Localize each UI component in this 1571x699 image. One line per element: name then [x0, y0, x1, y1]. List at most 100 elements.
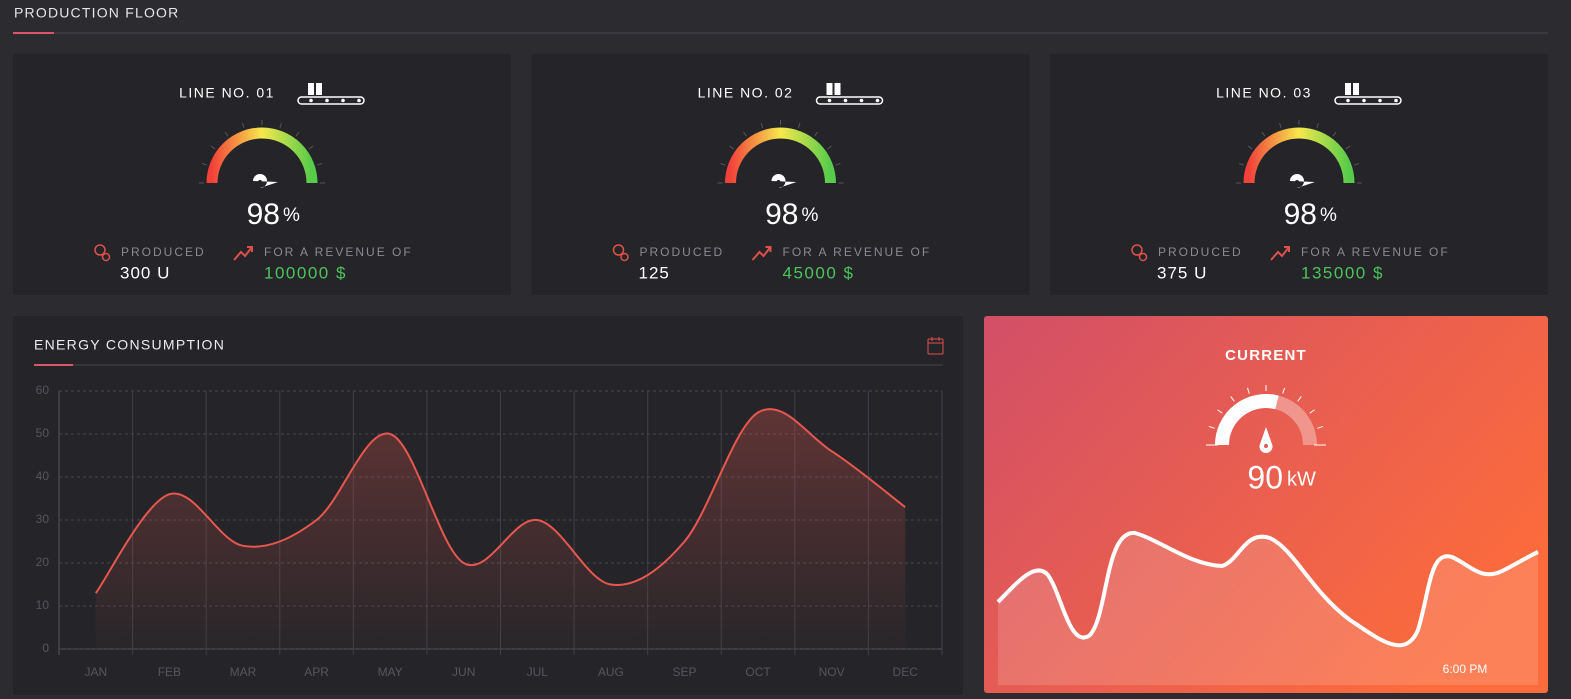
current-gauge-tick [1230, 396, 1235, 402]
gauge-tick [835, 163, 841, 166]
gauge-tick [1316, 122, 1319, 128]
conveyor-roller [1362, 98, 1366, 103]
energy-title: ENERGY CONSUMPTION [34, 337, 225, 353]
gauge-tick [1332, 131, 1337, 137]
gauge-tick [1279, 122, 1282, 128]
y-tick-label: 40 [36, 469, 50, 483]
percent-unit: % [283, 205, 300, 226]
conveyor-roller [357, 98, 361, 103]
page-title: PRODUCTION FLOOR [14, 5, 179, 21]
gauge-needle [771, 174, 797, 188]
produced-value: 300 U [120, 263, 170, 282]
conveyor-box [1345, 83, 1351, 95]
conveyor-roller [341, 98, 345, 103]
gauge-tick [729, 145, 734, 150]
current-gauge-tick [1309, 409, 1315, 414]
conveyor-icon [1334, 96, 1402, 105]
current-value: 90 [1247, 459, 1283, 495]
line-area [95, 409, 906, 649]
current-unit: kW [1287, 468, 1316, 490]
x-tick-label: DEC [893, 665, 919, 679]
gauge-tick [308, 145, 314, 150]
gear-icon [1138, 252, 1148, 262]
current-wave-area [998, 532, 1538, 685]
revenue-value: 135000 $ [1301, 263, 1384, 282]
x-tick-label: MAY [378, 665, 403, 679]
conveyor-box [316, 83, 322, 95]
conveyor-roller [827, 98, 832, 103]
current-needle-hub [1264, 444, 1268, 448]
current-gauge-tick [1217, 409, 1223, 414]
conveyor-box [1353, 83, 1359, 95]
percent-unit: % [802, 205, 819, 226]
produced-value: 375 U [1157, 263, 1207, 282]
revenue-value: 45000 $ [783, 263, 855, 282]
x-tick-label: JAN [84, 665, 107, 679]
gauge-tick [1345, 145, 1351, 150]
calendar-icon[interactable] [927, 337, 944, 355]
percent-value: 98 [1284, 198, 1317, 231]
gauge-tick [743, 131, 747, 137]
percent-value: 98 [247, 198, 280, 231]
conveyor-roller [859, 98, 864, 103]
x-tick-label: JUN [452, 665, 475, 679]
y-tick-label: 20 [36, 555, 50, 569]
gauge-tick [797, 122, 801, 128]
gauge-tick [827, 145, 832, 150]
gauge-tick [720, 163, 726, 166]
revenue-value: 100000 $ [264, 263, 347, 282]
current-wave [996, 531, 1539, 648]
current-gauge-tick [1208, 425, 1215, 429]
line-title: LINE NO. 01 [179, 85, 275, 101]
gauge-hub [258, 180, 262, 184]
gauge-tick [1261, 131, 1266, 137]
x-tick-label: SEP [672, 665, 696, 679]
conveyor-box [308, 83, 314, 95]
x-tick-label: APR [304, 665, 329, 679]
trend-icon [233, 246, 253, 261]
produced-label: PRODUCED [640, 245, 725, 259]
gauge-tick [295, 131, 300, 137]
x-tick-label: OCT [745, 665, 771, 679]
produced-value: 125 [639, 263, 670, 282]
gauge-tick [210, 145, 216, 150]
x-tick-label: MAR [230, 665, 257, 679]
line-title: LINE NO. 03 [1216, 85, 1312, 101]
gauge-arc [725, 127, 836, 184]
percent-unit: % [1320, 205, 1337, 226]
y-tick-label: 50 [36, 426, 50, 440]
percent-value: 98 [765, 198, 798, 231]
conveyor-box [834, 83, 841, 95]
current-gauge-tick [1297, 396, 1302, 402]
conveyor-roller [1394, 98, 1398, 103]
gauge-tick [760, 122, 764, 128]
conveyor-roller [309, 98, 313, 103]
produced-label: PRODUCED [121, 245, 206, 259]
gauge-hub [1295, 180, 1299, 184]
gear-icon [94, 244, 106, 256]
y-tick-label: 0 [42, 641, 49, 655]
produced-label: PRODUCED [1158, 245, 1243, 259]
current-needle [1259, 427, 1273, 453]
gear-icon [612, 244, 625, 256]
current-gauge-tick [1246, 387, 1250, 394]
current-title: CURRENT [1225, 347, 1307, 364]
gear-icon [620, 252, 629, 262]
gauge-tick [317, 163, 323, 166]
conveyor-icon [297, 96, 365, 105]
gauge-tick [1354, 163, 1360, 166]
revenue-label: FOR A REVENUE OF [783, 245, 932, 259]
x-tick-label: AUG [598, 665, 624, 679]
y-tick-label: 60 [36, 383, 50, 397]
gauge-tick [224, 131, 229, 137]
gauge-arc [206, 127, 318, 184]
conveyor-roller [1346, 98, 1350, 103]
gauge-arc [1243, 127, 1355, 184]
conveyor-roller [1378, 98, 1382, 103]
x-tick-label: JUL [527, 665, 549, 679]
current-time: 6:00 PM [1443, 662, 1488, 676]
y-tick-label: 10 [36, 598, 50, 612]
current-gauge-fill [1215, 394, 1279, 446]
